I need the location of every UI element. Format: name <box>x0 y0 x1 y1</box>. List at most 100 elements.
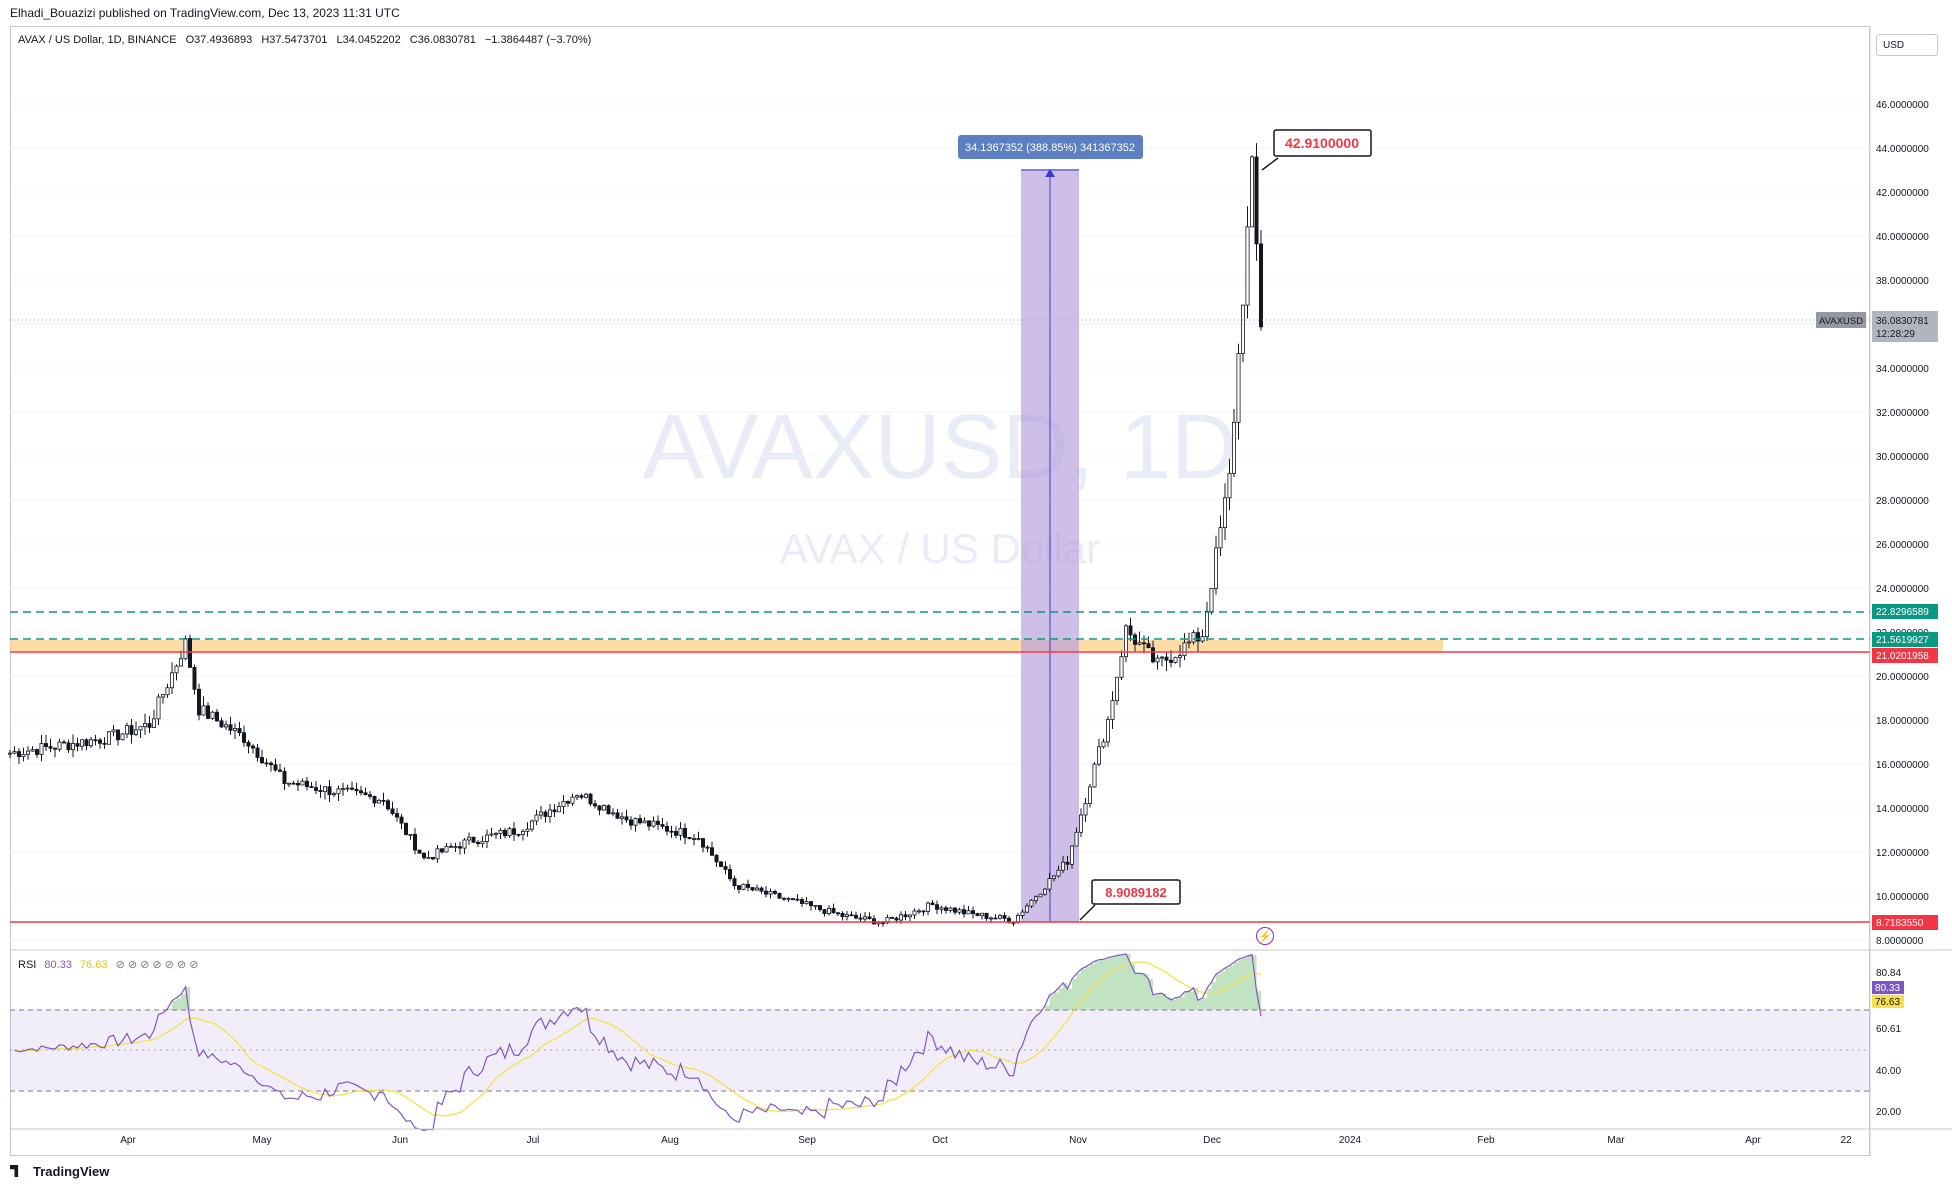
price-tick-4: 16.0000000 <box>1876 760 1929 771</box>
candle-body <box>512 828 517 835</box>
candle-body <box>223 724 228 728</box>
rsi-legend: RSI 80.33 76.63 ⊘ ⊘ ⊘ ⊘ ⊘ ⊘ ⊘ <box>18 958 203 971</box>
candle-body <box>498 829 503 834</box>
rsi-title[interactable]: RSI <box>18 959 37 971</box>
candle-body <box>147 723 152 728</box>
candle-body <box>1191 632 1196 643</box>
candle-body <box>48 746 53 749</box>
candle-body <box>1034 896 1039 901</box>
candle-body <box>125 725 130 735</box>
ohlc-open: O37.4936893 <box>185 34 253 46</box>
candle-body <box>723 866 728 870</box>
rsi-settings-icons[interactable]: ⊘ ⊘ ⊘ ⊘ ⊘ ⊘ ⊘ <box>115 959 199 971</box>
candle-body <box>597 805 602 811</box>
candle-body <box>390 808 395 814</box>
candle-body <box>156 696 161 720</box>
candle-body <box>313 787 318 791</box>
candle-body <box>1056 869 1061 877</box>
candle-body <box>80 739 85 747</box>
candle-body <box>1119 656 1124 678</box>
candle-body <box>345 787 350 790</box>
candle-body <box>548 809 553 817</box>
candle-body <box>439 848 444 853</box>
price-tick-9: 26.0000000 <box>1876 540 1929 551</box>
candle-body <box>786 898 791 900</box>
candle-body <box>894 917 899 921</box>
rsi-tag: 80.33 <box>1875 983 1900 994</box>
candle-body <box>107 731 112 745</box>
time-tick-2: Jun <box>392 1135 408 1146</box>
candle-body <box>273 764 278 771</box>
candle-body <box>192 666 197 690</box>
candle-body <box>975 913 980 917</box>
candle-body <box>62 741 67 744</box>
candle-body <box>1173 656 1178 663</box>
rsi-tag-box <box>1872 981 1904 994</box>
candle-body <box>1052 875 1057 880</box>
candle-body <box>462 839 467 849</box>
candle-body <box>1209 588 1214 612</box>
measure-label: 34.1367352 (388.85%) 341367352 <box>965 142 1135 154</box>
candle-body <box>858 917 863 920</box>
price-tick-11: 30.0000000 <box>1876 452 1929 463</box>
candle-body <box>466 836 471 841</box>
candle-body <box>1047 878 1052 890</box>
candle-body <box>457 846 462 849</box>
candle-body <box>1259 243 1264 328</box>
candle-body <box>1043 888 1048 895</box>
candles <box>7 143 1264 927</box>
candle-body <box>219 720 224 728</box>
time-axis[interactable]: Apr May Jun Jul Aug Sep Oct Nov Dec 2024 Feb Mar Apr… <box>120 1135 1852 1146</box>
candle-body <box>944 907 949 911</box>
price-tick-8: 24.0000000 <box>1876 584 1929 595</box>
candle-body <box>1218 527 1223 549</box>
price-tag-box <box>1872 311 1938 342</box>
candle-body <box>403 822 408 835</box>
candle-body <box>962 909 967 915</box>
currency-selector[interactable]: USD <box>1876 34 1938 56</box>
candle-body <box>1088 786 1093 804</box>
candle-body <box>966 910 971 915</box>
candle-body <box>755 887 760 891</box>
candle-body <box>692 838 697 840</box>
candle-body <box>1038 893 1043 898</box>
candle-body <box>160 694 165 698</box>
candle-body <box>237 727 242 734</box>
candle-body <box>93 739 98 742</box>
candle-body <box>665 825 670 832</box>
candle-body <box>327 786 332 795</box>
price-axis[interactable]: 8.0000000 10.0000000 12.0000000 14.0000000 1… <box>1876 100 1929 947</box>
candle-body <box>593 803 598 807</box>
candle-body <box>484 834 489 842</box>
time-tick-12: Apr <box>1745 1135 1761 1146</box>
candle-body <box>773 891 778 894</box>
lightning-alert-icon[interactable]: ⚡ <box>1256 927 1274 945</box>
candle-body <box>624 816 629 821</box>
candle-body <box>984 912 989 919</box>
candle-body <box>89 739 94 747</box>
symbol-tag-box <box>1816 312 1866 328</box>
candle-body <box>957 909 962 913</box>
candle-body <box>1065 861 1070 865</box>
candle-body <box>232 727 237 731</box>
candle-body <box>1115 676 1120 702</box>
rsi-ma-tag: 76.63 <box>1875 997 1900 1008</box>
candle-body <box>1079 814 1084 833</box>
rsi-overbought-fill <box>167 953 1261 1010</box>
candle-body <box>228 724 233 731</box>
candle-body <box>1227 472 1232 499</box>
candle-body <box>611 812 616 815</box>
candle-body <box>1200 636 1205 642</box>
candle-body <box>674 831 679 836</box>
bottom-pointer <box>1079 904 1096 921</box>
candle-body <box>412 833 417 851</box>
candle-body <box>1232 421 1237 474</box>
candle-body <box>579 795 584 798</box>
candle-body <box>867 916 872 920</box>
candle-body <box>1025 905 1030 913</box>
candle-body <box>831 908 836 914</box>
symbol-name[interactable]: AVAX / US Dollar, 1D, BINANCE <box>18 34 177 46</box>
candle-body <box>953 907 958 913</box>
candle-body <box>480 840 485 845</box>
